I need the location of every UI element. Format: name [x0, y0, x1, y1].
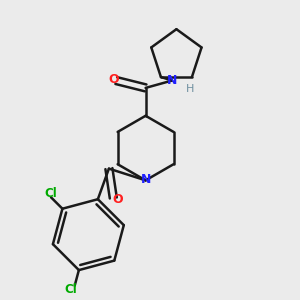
Text: O: O: [108, 74, 119, 86]
Text: Cl: Cl: [45, 187, 57, 200]
Text: N: N: [167, 74, 177, 87]
Text: N: N: [140, 173, 151, 186]
Text: Cl: Cl: [64, 283, 77, 296]
Text: O: O: [112, 193, 123, 206]
Text: H: H: [185, 84, 194, 94]
